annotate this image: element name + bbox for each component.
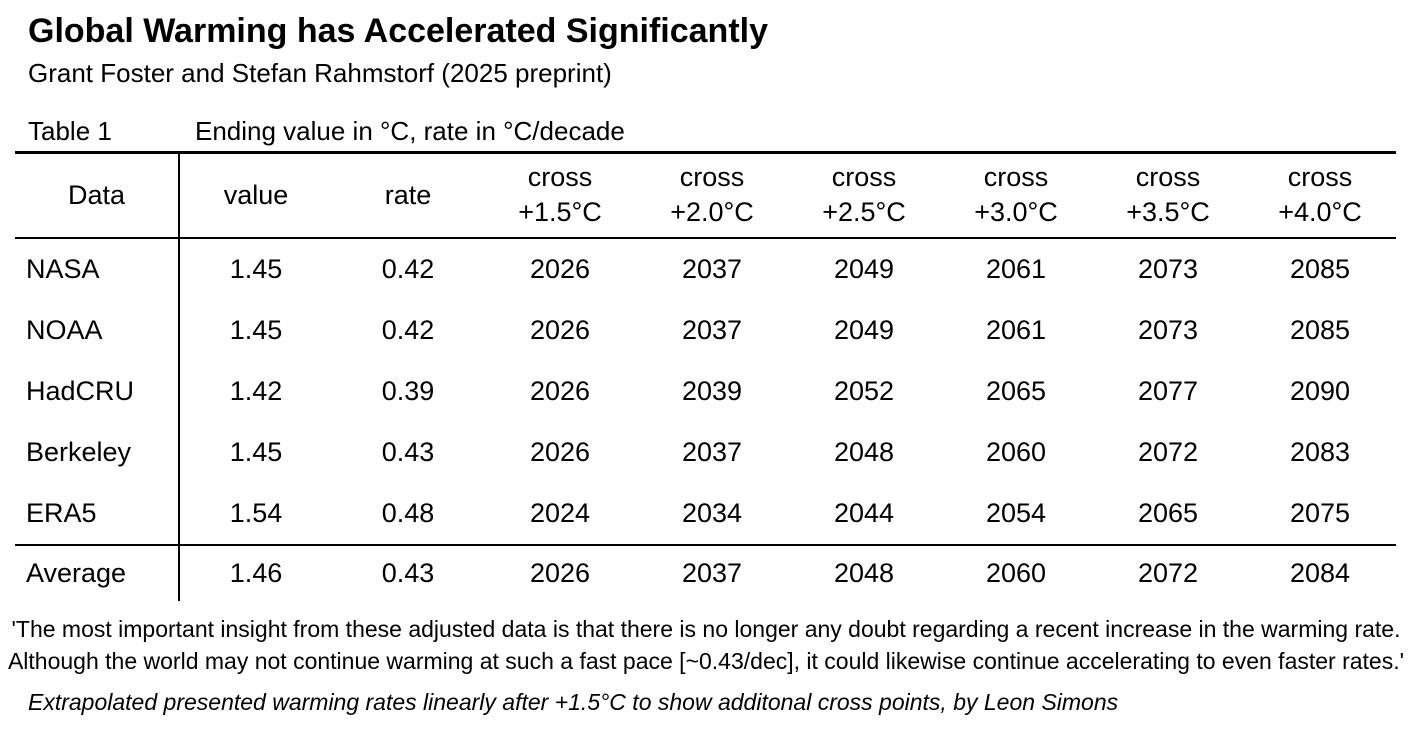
column-header-line: +3.5°C [1126,197,1210,228]
table-cell: 0.48 [381,497,435,528]
column-header-line: cross [1135,162,1201,193]
table-caption: Ending value in °C, rate in °C/decade [195,115,625,146]
table-cell: 2065 [985,375,1047,406]
column-header-line: cross [831,162,897,193]
footnote-text: Extrapolated presented warming rates lin… [28,688,1119,715]
page-subtitle: Grant Foster and Stefan Rahmstorf (2025 … [28,57,612,88]
table-cell: 2060 [985,436,1047,467]
table-cell: 1.46 [180,543,332,601]
column-header-line: +2.0°C [670,197,754,228]
table-cell: 2037 [681,253,743,284]
column-header-cross-2-5: cross +2.5°C [788,150,940,239]
table-cell: 0.42 [381,253,435,284]
table-cell: 2049 [833,253,895,284]
table-cell: 2073 [1137,314,1199,345]
column-header-line: cross [679,162,745,193]
table-cell: 2034 [681,497,743,528]
table-cell: 2048 [833,436,895,467]
column-header-value: value [180,150,332,239]
table-cell: 2054 [985,497,1047,528]
table-cell: 2085 [1289,314,1351,345]
column-header-cross-3-0: cross +3.0°C [940,150,1092,239]
column-header-line: cross [1287,162,1353,193]
table-caption-row: Table 1 Ending value in °C, rate in °C/d… [28,116,1412,147]
row-label-nasa: NASA [15,238,180,300]
column-header-line: +3.0°C [974,197,1058,228]
table-cell: 2061 [985,253,1047,284]
table-cell: 2039 [681,375,743,406]
column-header-cross-1-5: cross +1.5°C [484,150,636,239]
table-cell: 0.42 [381,314,435,345]
table-cell: 2061 [985,314,1047,345]
column-header-cross-4-0: cross +4.0°C [1244,150,1396,239]
table-cell: 2060 [940,543,1092,601]
table-cell: 2026 [529,375,591,406]
table-cell: 2026 [529,314,591,345]
table-cell: 2037 [681,314,743,345]
column-header-rate: rate [332,150,484,239]
page-title: Global Warming has Accelerated Significa… [28,12,768,50]
table-cell: 2085 [1289,253,1351,284]
quote-line-2: Although the world may not continue warm… [7,647,1405,674]
quote-line-1: 'The most important insight from these a… [11,615,1401,642]
table-cell: 2026 [484,543,636,601]
quote-text: 'The most important insight from these a… [0,613,1412,677]
table-cell: 1.45 [229,314,283,345]
table-cell: 1.54 [229,497,283,528]
table-cell: 2044 [833,497,895,528]
table-cell: 1.45 [229,253,283,284]
table-cell: 2052 [833,375,895,406]
table-cell: 0.43 [332,543,484,601]
row-label-berkeley: Berkeley [15,421,180,483]
row-label-average: Average [15,543,180,601]
table-cell: 0.39 [381,375,435,406]
table-cell: 2083 [1289,436,1351,467]
table-cell: 1.42 [229,375,283,406]
table-cell: 2037 [681,436,743,467]
table-cell: 2026 [529,436,591,467]
table-cell: 2072 [1092,543,1244,601]
table-cell: 2026 [529,253,591,284]
table-cell: 1.45 [229,436,283,467]
column-header-cross-2-0: cross +2.0°C [636,150,788,239]
column-header-line: +4.0°C [1278,197,1362,228]
table-cell: 2065 [1137,497,1199,528]
table-cell: 2090 [1289,375,1351,406]
column-header-line: +2.5°C [822,197,906,228]
table-cell: 2049 [833,314,895,345]
column-header-line: cross [983,162,1049,193]
table-cell: 2037 [636,543,788,601]
table-cell: 2075 [1289,497,1351,528]
table-cell: 2048 [788,543,940,601]
column-header-data: Data [15,150,180,239]
column-header-cross-3-5: cross +3.5°C [1092,150,1244,239]
table-label: Table 1 [28,115,112,146]
table-cell: 2073 [1137,253,1199,284]
column-header-line: cross [527,162,593,193]
table-cell: 2084 [1244,543,1396,601]
table-cell: 0.43 [381,436,435,467]
row-label-hadcru: HadCRU [15,360,180,422]
column-header-line: +1.5°C [518,197,602,228]
table-cell: 2024 [529,497,591,528]
row-label-noaa: NOAA [15,299,180,361]
table-cell: 2072 [1137,436,1199,467]
data-table: Data value rate cross +1.5°C cross +2.0°… [15,150,1396,601]
table-cell: 2077 [1137,375,1199,406]
row-label-era5: ERA5 [15,482,180,544]
